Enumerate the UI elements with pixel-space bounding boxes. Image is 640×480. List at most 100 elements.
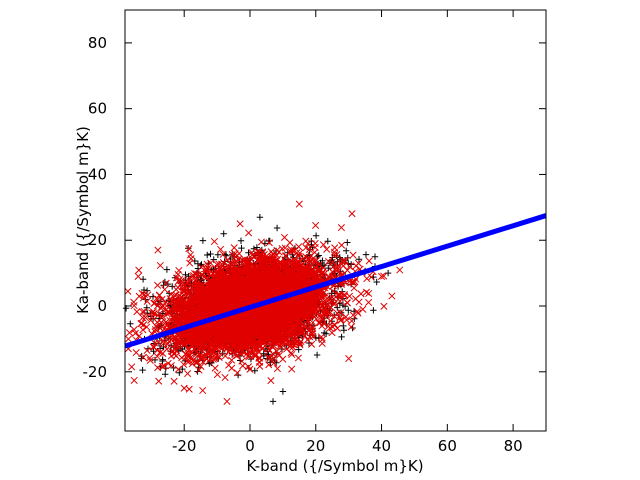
data-point <box>273 365 281 373</box>
data-point <box>144 291 152 299</box>
data-point <box>333 252 340 260</box>
data-point <box>221 352 229 360</box>
data-point <box>207 250 214 258</box>
data-point <box>219 258 227 266</box>
data-point <box>125 329 134 337</box>
data-point <box>156 261 164 270</box>
data-point <box>158 362 166 370</box>
data-point <box>295 346 302 353</box>
data-point <box>186 259 194 267</box>
data-point <box>371 253 379 260</box>
data-point <box>269 398 277 405</box>
data-point <box>246 365 254 373</box>
data-point <box>311 239 319 247</box>
data-point <box>331 244 339 252</box>
data-point <box>219 250 227 258</box>
data-point <box>338 333 345 341</box>
data-point <box>343 247 350 254</box>
data-point <box>396 266 404 274</box>
data-point <box>279 388 287 395</box>
data-point <box>363 275 371 283</box>
data-point <box>170 377 178 385</box>
data-point <box>199 237 207 244</box>
data-point <box>160 343 167 351</box>
data-point <box>344 239 351 246</box>
data-point <box>185 245 193 253</box>
data-point <box>312 221 320 229</box>
data-point <box>302 244 310 252</box>
data-point <box>174 365 182 373</box>
data-point <box>362 288 371 296</box>
data-point <box>256 214 264 221</box>
data-point <box>327 317 335 325</box>
data-point <box>329 254 336 261</box>
data-point <box>362 251 370 258</box>
data-point <box>127 320 134 327</box>
data-point <box>380 302 388 310</box>
data-point <box>191 257 198 265</box>
data-point <box>135 332 143 340</box>
data-point <box>179 365 186 373</box>
data-point <box>234 371 242 379</box>
data-point <box>338 241 346 249</box>
data-point <box>238 244 245 252</box>
data-point <box>321 329 328 337</box>
data-point <box>365 257 373 265</box>
data-point <box>355 256 363 263</box>
data-point <box>147 316 155 324</box>
data-point <box>231 250 239 258</box>
data-point <box>209 355 217 363</box>
data-point <box>211 364 219 372</box>
data-point <box>273 224 281 232</box>
data-point <box>139 294 147 302</box>
data-point <box>166 290 173 297</box>
data-point <box>325 264 332 272</box>
data-point <box>128 363 136 371</box>
data-point <box>329 287 337 295</box>
data-point <box>373 278 380 286</box>
data-point <box>246 349 254 357</box>
data-point <box>328 329 336 337</box>
data-point <box>354 309 362 317</box>
data-point <box>237 237 245 244</box>
data-point <box>143 304 150 311</box>
data-point <box>251 367 258 374</box>
data-point <box>159 310 166 317</box>
data-point <box>323 245 331 253</box>
data-point <box>151 356 159 364</box>
data-point <box>197 362 205 370</box>
data-point <box>174 277 183 285</box>
data-point <box>153 352 161 361</box>
data-point <box>312 232 320 239</box>
data-point <box>313 351 321 359</box>
data-point <box>384 269 392 277</box>
data-point <box>220 230 227 237</box>
data-point <box>162 279 170 287</box>
data-point <box>162 371 169 378</box>
data-point <box>340 327 348 334</box>
data-point <box>345 307 352 314</box>
data-point <box>139 326 147 334</box>
data-point <box>139 353 147 361</box>
data-point <box>308 340 316 348</box>
data-point <box>324 238 331 245</box>
data-point <box>355 298 363 306</box>
data-point <box>346 263 354 271</box>
data-point <box>380 272 388 280</box>
data-point <box>370 307 377 314</box>
data-point <box>139 366 146 374</box>
data-point <box>251 352 259 360</box>
data-point <box>130 326 138 334</box>
data-point <box>204 251 211 259</box>
data-point <box>160 339 168 347</box>
data-point <box>265 239 273 247</box>
data-point <box>140 286 148 294</box>
data-point <box>141 314 150 322</box>
data-point <box>167 362 175 370</box>
data-point <box>146 354 154 362</box>
data-point <box>288 350 296 359</box>
data-point <box>238 357 246 365</box>
data-point <box>163 266 171 273</box>
data-point <box>221 373 229 382</box>
